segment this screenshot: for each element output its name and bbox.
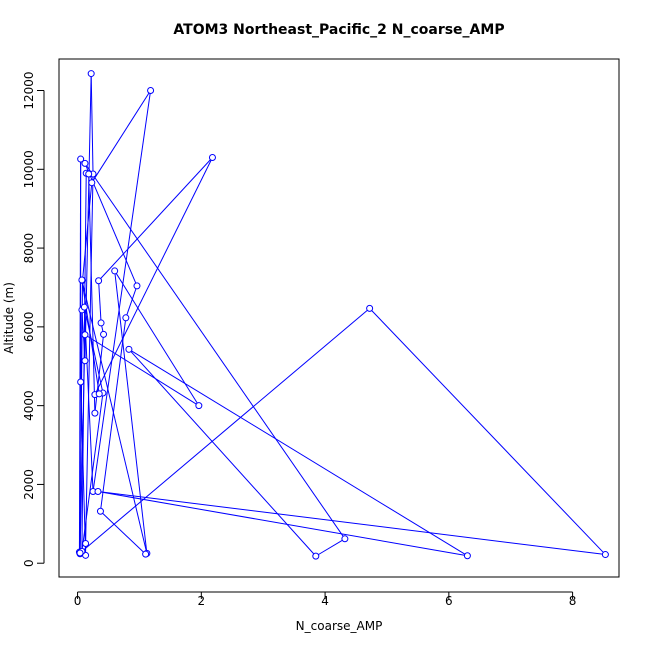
data-point	[142, 550, 150, 558]
data-point	[82, 540, 90, 548]
data-point	[81, 331, 89, 339]
series-segment	[98, 157, 213, 282]
series-segment	[369, 308, 606, 555]
data-point	[133, 282, 141, 290]
data-point	[341, 535, 349, 543]
series-segment	[90, 73, 94, 175]
series-segment	[114, 270, 148, 554]
series-segment	[85, 174, 94, 544]
x-tick-label: 8	[569, 594, 577, 608]
data-point	[77, 378, 85, 386]
data-point	[97, 319, 105, 327]
data-point	[91, 409, 99, 417]
data-point	[94, 488, 102, 496]
chart-title: ATOM3 Northeast_Pacific_2 N_coarse_AMP	[173, 22, 504, 38]
y-tick-label: 8000	[22, 233, 36, 264]
data-point	[81, 357, 89, 365]
series-segment	[99, 317, 127, 512]
series-segment	[128, 348, 468, 557]
series-segment	[84, 334, 200, 407]
y-tick-label: 10000	[22, 150, 36, 188]
series-segment	[125, 285, 138, 318]
data-point	[85, 170, 93, 178]
y-axis: 0 2000 4000 6000 8000 10000 12000	[22, 71, 45, 567]
series-segment	[79, 334, 86, 553]
data-point	[147, 87, 155, 95]
data-point	[601, 551, 609, 559]
series-segment	[315, 538, 346, 557]
data-point	[95, 277, 103, 285]
series-segment	[98, 280, 102, 323]
x-axis: 0 2 4 6 8	[74, 591, 577, 608]
data-point	[78, 276, 86, 284]
series-segment	[81, 392, 104, 552]
data-point	[100, 330, 108, 338]
y-axis-label: Altitude (m)	[2, 282, 16, 354]
data-point	[122, 314, 130, 322]
data-point	[195, 402, 203, 410]
data-point	[125, 345, 133, 353]
series-points	[75, 70, 609, 560]
x-axis-label: N_coarse_AMP	[296, 619, 383, 633]
x-tick-label: 2	[198, 594, 206, 608]
data-point	[463, 552, 471, 560]
series-segment	[91, 90, 152, 183]
y-tick-label: 2000	[22, 469, 36, 500]
data-point	[87, 70, 95, 78]
data-point	[96, 507, 104, 515]
series-segment	[79, 280, 84, 553]
series-segment	[100, 510, 146, 555]
series-segment	[84, 163, 346, 540]
data-point	[80, 303, 88, 311]
x-tick-label: 0	[74, 594, 82, 608]
data-point	[111, 267, 119, 275]
data-point	[208, 153, 216, 161]
y-tick-label: 12000	[22, 71, 36, 109]
x-tick-label: 6	[445, 594, 453, 608]
data-point	[366, 304, 374, 312]
series-segment	[94, 334, 105, 414]
plot-frame	[58, 58, 620, 578]
data-point	[88, 179, 96, 187]
series-segment	[79, 307, 370, 554]
data-point	[81, 159, 89, 167]
series-segment	[94, 157, 213, 395]
y-tick-label: 0	[22, 559, 36, 567]
series-segment	[97, 491, 606, 556]
y-tick-label: 6000	[22, 312, 36, 343]
data-point	[77, 155, 85, 163]
series-segment	[92, 90, 152, 492]
series-segment	[81, 279, 100, 394]
data-point	[312, 552, 320, 560]
series-segment	[82, 182, 93, 281]
series-segment	[97, 491, 468, 557]
series-segment	[88, 174, 96, 414]
series-segment	[81, 279, 148, 554]
data-point	[76, 549, 84, 557]
x-tick-label: 4	[321, 594, 329, 608]
series-segment	[128, 348, 317, 557]
data-point	[95, 390, 103, 398]
y-tick-label: 4000	[22, 390, 36, 421]
